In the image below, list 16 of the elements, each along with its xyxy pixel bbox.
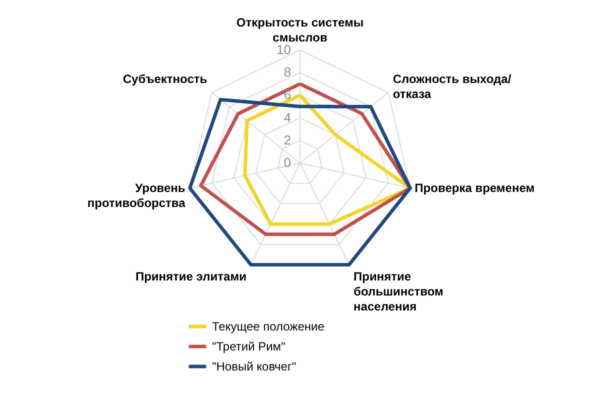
y-tick-label: 8 <box>284 64 291 80</box>
y-tick-label: 2 <box>284 132 291 148</box>
legend-label: "Третий Рим" <box>212 340 286 354</box>
spoke-label: Уровень противоборства <box>87 181 186 210</box>
y-tick-label: 10 <box>276 42 291 57</box>
spoke-label: Открытость системы смыслов <box>236 16 364 45</box>
y-tick-label: 0 <box>284 155 291 170</box>
spoke-label: Субъектность <box>122 72 208 86</box>
y-tick-label: 6 <box>284 87 291 102</box>
spoke-label: Сложность выхода/ отказа <box>392 72 512 101</box>
legend-label: Текущее положение <box>212 320 325 334</box>
spoke-label: Проверка временем <box>414 181 535 196</box>
spoke-label: Принятие элитами <box>135 270 246 284</box>
spoke-label: Принятие большинством населения <box>354 270 444 314</box>
legend-label: "Новый ковчег" <box>212 360 296 374</box>
y-tick-label: 4 <box>284 110 291 125</box>
